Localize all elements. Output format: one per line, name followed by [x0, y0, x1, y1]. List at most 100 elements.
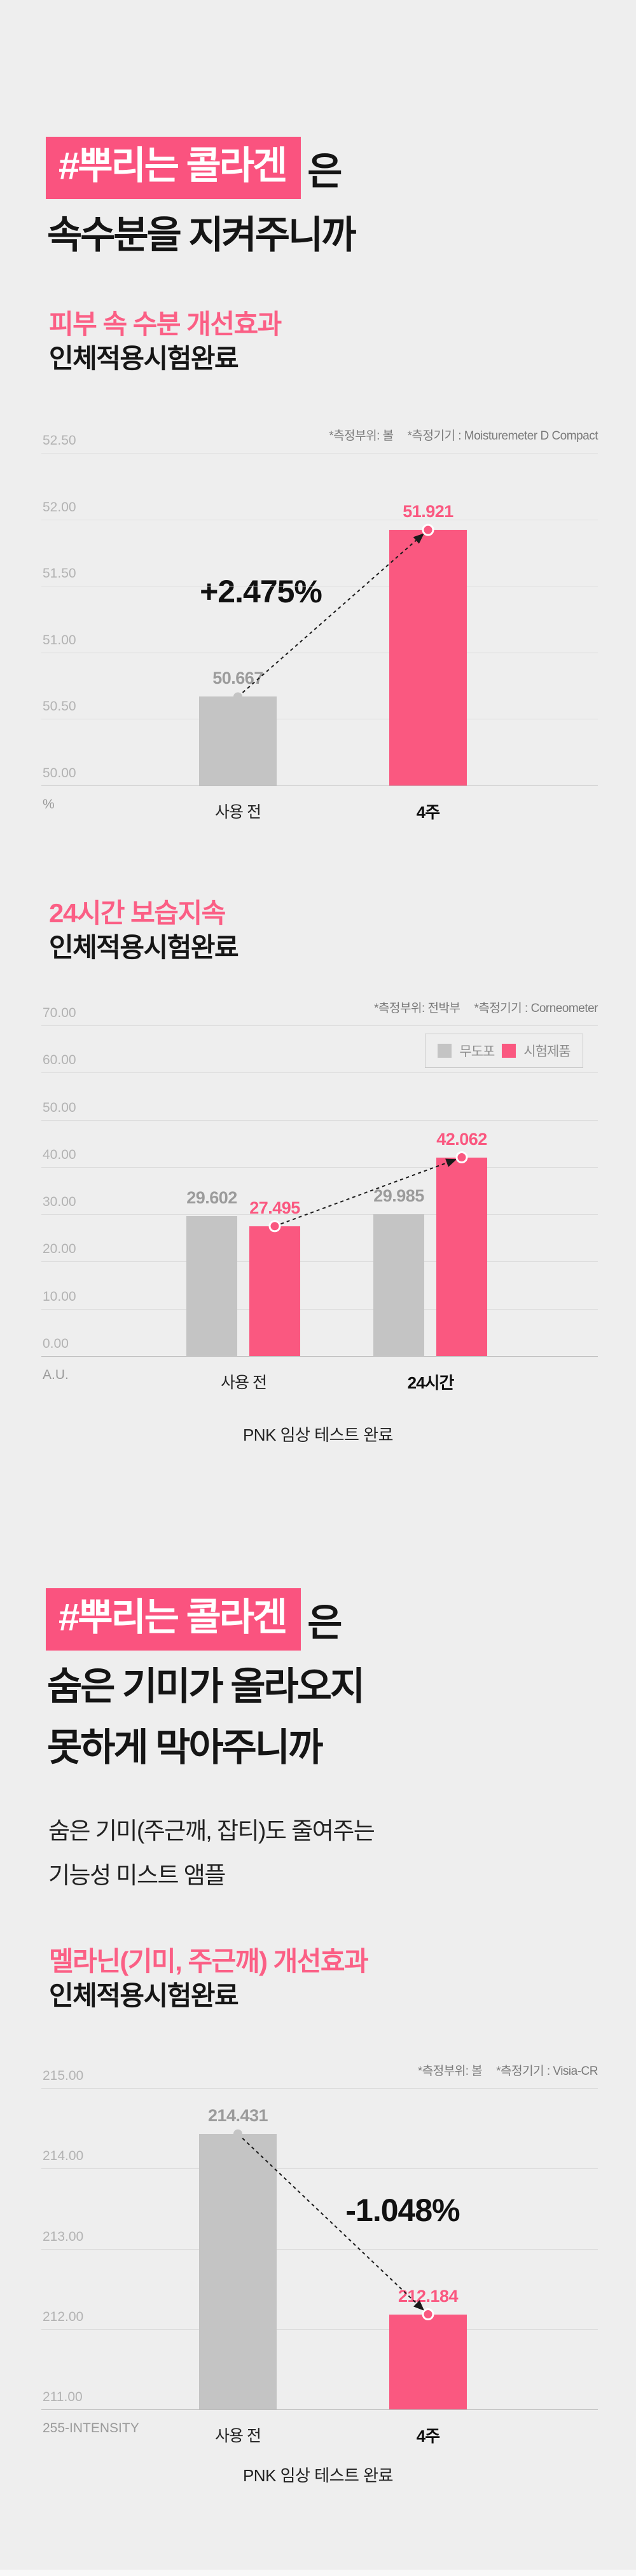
bar-value-label: 29.985: [373, 1186, 424, 1206]
bar: [186, 1216, 237, 1356]
clinical-test-note: PNK 임상 테스트 완료: [242, 1425, 394, 1444]
melanin-chart: *측정부위: 볼 *측정기기 : Visia-CR -1.048% 211.00…: [41, 2065, 598, 2446]
y-tick-label: 20.00: [43, 1242, 76, 1257]
y-tick-label: 52.00: [43, 499, 76, 515]
y-tick-label: 40.00: [43, 1147, 76, 1162]
hydration-24h-chart: *측정부위: 전박부 *측정기기 : Corneometer 무도포 시험제품 …: [41, 1002, 598, 1392]
gridline: [41, 1025, 598, 1026]
bar: [389, 2314, 467, 2409]
gridline: [41, 1119, 598, 1121]
section-title-moisture: 피부 속 수분 개선효과 인체적용시험완료: [49, 309, 282, 373]
bar-value-label: 51.921: [403, 502, 453, 522]
section-title-melanin: 멜라닌(기미, 주근깨) 개선효과 인체적용시험완료: [49, 1946, 369, 2011]
note-measure-device: *측정기기 : Moisturemeter D Compact: [407, 429, 598, 443]
legend-label-product: 시험제품: [523, 1044, 570, 1059]
bar: [389, 530, 467, 786]
section-title-black: 인체적용시험완료: [49, 1981, 239, 2011]
gridline: [41, 1356, 598, 1357]
category-label: 사용 전: [215, 2427, 261, 2445]
y-tick-label: 60.00: [43, 1053, 76, 1068]
trend-arrow: [233, 523, 434, 702]
legend-label-untreated: 무도포: [459, 1044, 495, 1059]
trend-arrow: [233, 2129, 434, 2321]
section-title-24h: 24시간 보습지속 인체적용시험완료: [49, 898, 239, 962]
category-label: 4주: [416, 2427, 440, 2446]
gridline: [41, 453, 598, 454]
headline-moisture-line2: 속수분을 지켜주니까: [47, 214, 356, 256]
gridline: [41, 1261, 598, 1263]
bottom-strip: [0, 2570, 636, 2576]
bar-value-label: 29.602: [186, 1188, 237, 1208]
chart-notes: *측정부위: 볼 *측정기기 : Moisturemeter D Compact: [329, 426, 598, 443]
y-tick-label: 51.50: [43, 566, 76, 581]
chart-notes: *측정부위: 볼 *측정기기 : Visia-CR: [418, 2061, 598, 2079]
y-tick-label: 214.00: [43, 2149, 84, 2164]
bar-value-label: 50.667: [212, 668, 263, 688]
section-title-pink: 피부 속 수분 개선효과: [49, 309, 282, 339]
bar-value-label: 214.431: [207, 2105, 268, 2125]
bar: [199, 696, 277, 786]
y-tick-label: 213.00: [43, 2229, 84, 2244]
y-tick-label: 50.00: [43, 1100, 76, 1115]
y-axis-unit: %: [43, 797, 55, 812]
legend-swatch-untreated: [438, 1044, 452, 1058]
gridline: [41, 2329, 598, 2330]
chart-legend: 무도포 시험제품: [425, 1034, 583, 1068]
gridline: [41, 1214, 598, 1215]
gridline: [41, 1308, 598, 1310]
y-tick-label: 215.00: [43, 2068, 84, 2083]
description-line2: 기능성 미스트 앰플: [48, 1862, 226, 1888]
bar-value-label: 42.062: [436, 1129, 487, 1149]
y-tick-label: 70.00: [43, 1006, 76, 1020]
headline-melanin: #뿌리는 콜라겐 은: [46, 1588, 342, 1651]
y-tick-label: 211.00: [43, 2390, 83, 2404]
headline-moisture: #뿌리는 콜라겐 은: [46, 137, 342, 199]
change-percent-label: -1.048%: [345, 2192, 460, 2228]
legend-swatch-product: [502, 1044, 516, 1058]
y-tick-label: 212.00: [43, 2309, 84, 2324]
bar: [249, 1226, 300, 1356]
note-measure-site: *측정부위: 볼: [417, 2065, 483, 2078]
section-title-pink: 24시간 보습지속: [49, 898, 226, 928]
melanin-plot: -1.048% 211.00 212.00 213.00 214.00 215.00 21…: [41, 2068, 598, 2446]
description-line1: 숨은 기미(주근깨, 잡티)도 줄여주는: [48, 1818, 375, 1844]
note-measure-device: *측정기기 : Corneometer: [474, 1002, 598, 1015]
bar: [373, 1214, 424, 1356]
headline-highlight-tag: #뿌리는 콜라겐: [46, 137, 301, 199]
category-label: 사용 전: [215, 803, 261, 821]
moisture-chart: *측정부위: 볼 *측정기기 : Moisturemeter D Compact…: [41, 429, 598, 822]
y-tick-label: 10.00: [43, 1289, 76, 1304]
headline-suffix: 은: [307, 149, 342, 193]
gridline: [41, 1072, 598, 1074]
category-label: 24시간: [407, 1373, 455, 1392]
y-axis-unit: A.U.: [43, 1368, 69, 1382]
hydration-plot: 무도포 시험제품 0.00 10.00 20.00 30.00 40.00 50.00 60…: [41, 1006, 598, 1392]
gridline: [41, 2088, 598, 2089]
bar: [436, 1157, 487, 1356]
note-measure-site: *측정부위: 볼: [329, 429, 394, 443]
gridline: [41, 2168, 598, 2170]
y-axis-unit: 255-INTENSITY: [43, 2421, 139, 2435]
bar-value-label: 212.184: [398, 2286, 459, 2306]
clinical-test-note: PNK 임상 테스트 완료: [242, 2466, 394, 2485]
note-measure-device: *측정기기 : Visia-CR: [496, 2065, 598, 2078]
trend-arrow: [268, 1151, 468, 1233]
headline-melanin-line3: 못하게 막아주니까: [47, 1726, 323, 1769]
y-tick-label: 30.00: [43, 1195, 76, 1210]
y-tick-label: 51.00: [43, 632, 76, 647]
y-tick-label: 50.00: [43, 766, 76, 780]
gridline: [41, 2409, 598, 2410]
headline-melanin-line2: 숨은 기미가 올라오지: [47, 1665, 365, 1708]
chart-notes: *측정부위: 전박부 *측정기기 : Corneometer: [374, 999, 598, 1016]
category-label: 사용 전: [221, 1374, 267, 1392]
moisture-plot: +2.475% 50.00 50.50 51.00 51.50 52.00 52.50 50…: [41, 433, 598, 822]
headline-highlight-tag: #뿌리는 콜라겐: [46, 1588, 301, 1651]
bar-value-label: 27.495: [249, 1198, 300, 1217]
section-title-black: 인체적용시험완료: [49, 343, 239, 373]
y-tick-label: 50.50: [43, 699, 76, 714]
note-measure-site: *측정부위: 전박부: [374, 1002, 460, 1015]
gridline: [41, 2248, 598, 2250]
section-title-pink: 멜라닌(기미, 주근깨) 개선효과: [49, 1946, 369, 1976]
section-title-black: 인체적용시험완료: [49, 932, 239, 962]
